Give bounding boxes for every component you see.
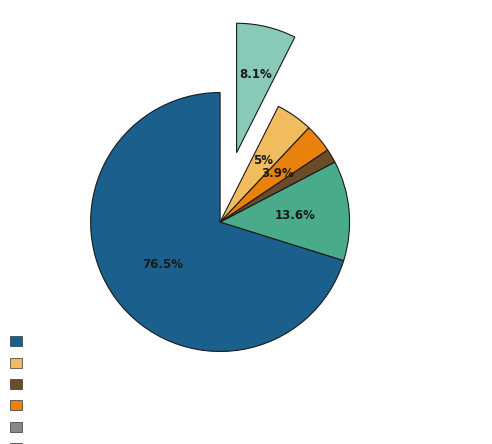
Wedge shape xyxy=(220,128,328,222)
Wedge shape xyxy=(220,162,350,261)
Text: 3.9%: 3.9% xyxy=(261,167,294,180)
Wedge shape xyxy=(220,150,335,222)
Wedge shape xyxy=(237,23,295,153)
Text: 5%: 5% xyxy=(253,154,273,167)
Wedge shape xyxy=(91,92,344,352)
Text: 13.6%: 13.6% xyxy=(275,209,315,222)
Text: 8.1%: 8.1% xyxy=(239,68,272,81)
Wedge shape xyxy=(220,107,309,222)
Text: 76.5%: 76.5% xyxy=(142,258,183,271)
